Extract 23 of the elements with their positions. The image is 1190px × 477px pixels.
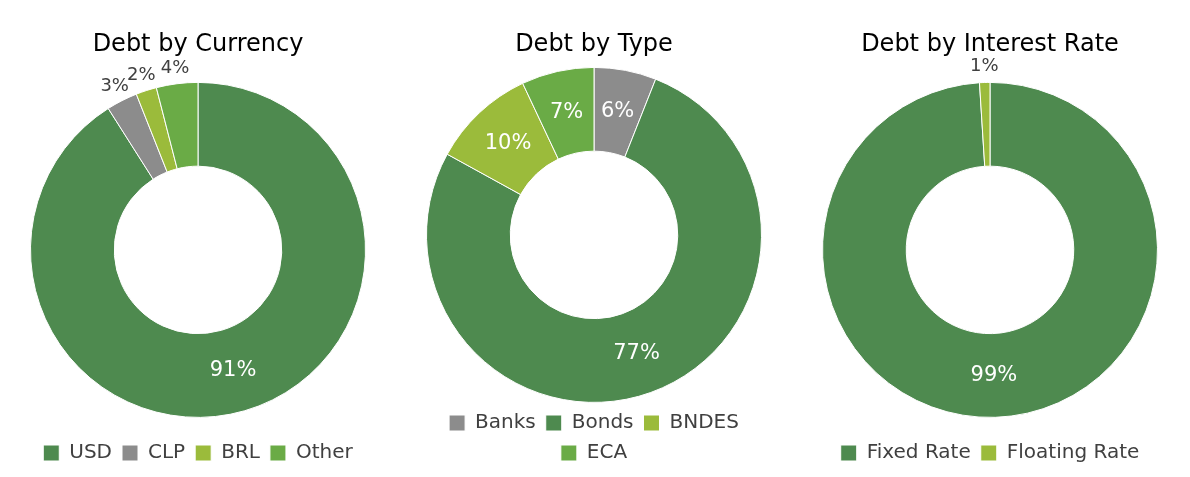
legend-label: ECA (586, 439, 628, 464)
data-label: 7% (549, 98, 584, 123)
data-label: 91% (209, 356, 257, 381)
chart-title: Debt by Type (515, 28, 673, 57)
legend-label: Fixed Rate (866, 439, 971, 464)
legend-label: Floating Rate (1006, 439, 1140, 464)
legend-label: Other (295, 439, 354, 464)
legend-label: CLP (148, 439, 186, 464)
legend-label: Banks (475, 409, 536, 434)
chart-title: Debt by Currency (92, 28, 304, 57)
data-label: 2% (127, 63, 156, 85)
legend-label: Bonds (571, 409, 634, 434)
legend-label: BRL (221, 439, 261, 464)
data-label: 3% (100, 74, 129, 96)
data-label: 99% (970, 361, 1018, 386)
legend-label: USD (69, 439, 113, 464)
data-label: 4% (160, 55, 190, 77)
data-label: 10% (484, 129, 532, 154)
legend-label: BNDES (669, 409, 739, 434)
chart-title: Debt by Interest Rate (861, 28, 1119, 57)
data-label: 77% (613, 339, 660, 364)
data-label: 1% (969, 54, 999, 76)
data-label: 6% (600, 97, 635, 122)
